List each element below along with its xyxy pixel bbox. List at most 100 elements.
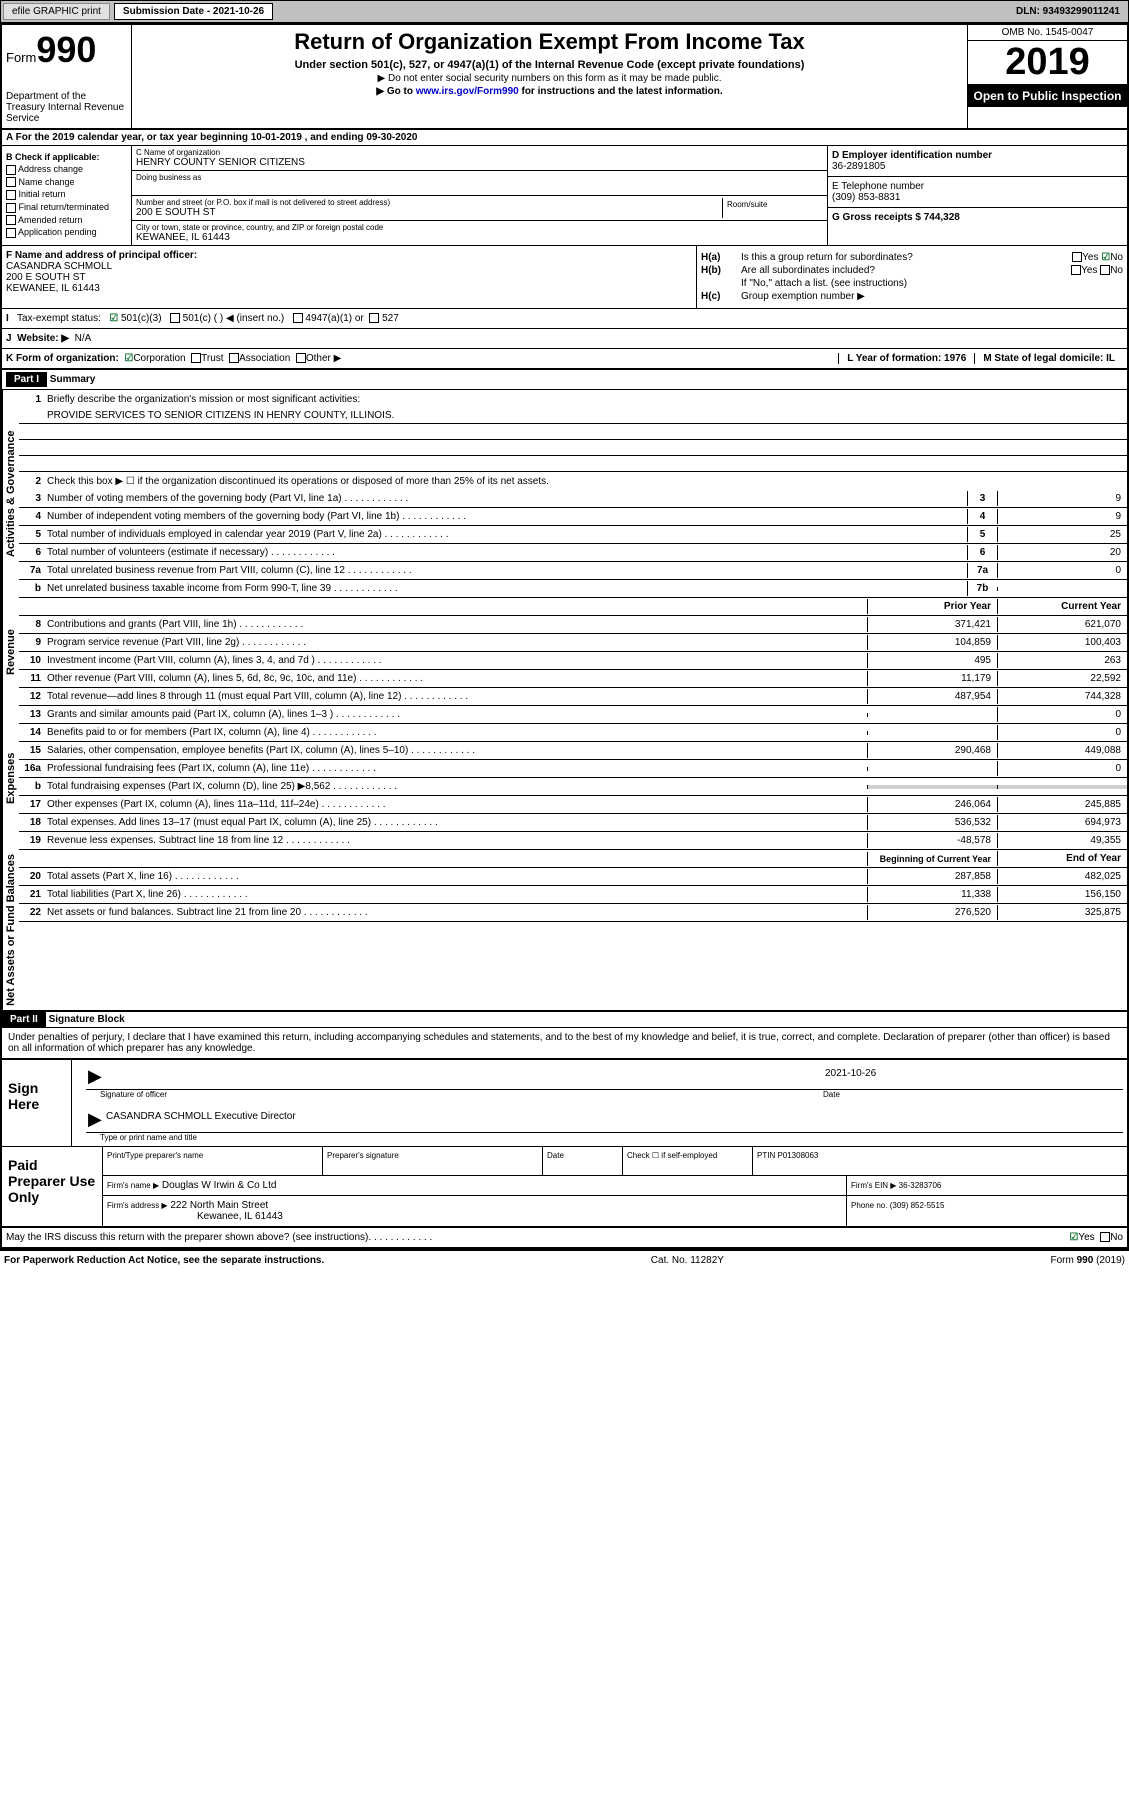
cb-hb-no[interactable] xyxy=(1100,265,1110,275)
line-22: 22Net assets or fund balances. Subtract … xyxy=(19,904,1127,922)
instr-link: ▶ Go to www.irs.gov/Form990 for instruct… xyxy=(136,86,963,97)
line-14: 14Benefits paid to or for members (Part … xyxy=(19,724,1127,742)
firm-ein: Firm's EIN ▶ 36-3283706 xyxy=(851,1181,941,1190)
cb-final-return[interactable] xyxy=(6,203,16,213)
omb-number: OMB No. 1545-0047 xyxy=(968,25,1127,41)
cb-trust[interactable] xyxy=(191,353,201,363)
org-name: HENRY COUNTY SENIOR CITIZENS xyxy=(136,157,823,168)
cb-4947[interactable] xyxy=(293,313,303,323)
line-9: 9Program service revenue (Part VIII, lin… xyxy=(19,634,1127,652)
officer-signature-name: CASANDRA SCHMOLL Executive Director xyxy=(102,1109,300,1130)
line-5: 5Total number of individuals employed in… xyxy=(19,526,1127,544)
efile-print-button[interactable]: efile GRAPHIC print xyxy=(3,3,110,20)
dln: DLN: 93493299011241 xyxy=(1016,6,1126,17)
irs-link[interactable]: www.irs.gov/Form990 xyxy=(416,86,519,97)
instr-ssn: ▶ Do not enter social security numbers o… xyxy=(136,73,963,84)
line-10: 10Investment income (Part VIII, column (… xyxy=(19,652,1127,670)
part2-title: Signature Block xyxy=(49,1014,125,1025)
cb-assoc[interactable] xyxy=(229,353,239,363)
firm-phone: Phone no. (309) 852-5515 xyxy=(851,1201,944,1210)
side-revenue: Revenue xyxy=(2,598,19,706)
efile-header: efile GRAPHIC print Submission Date - 20… xyxy=(0,0,1129,23)
perjury-statement: Under penalties of perjury, I declare th… xyxy=(2,1028,1127,1058)
firm-name: Douglas W Irwin & Co Ltd xyxy=(162,1180,277,1191)
col-f-officer: F Name and address of principal officer:… xyxy=(2,246,697,308)
org-name-label: C Name of organization xyxy=(136,148,823,157)
cb-hb-yes[interactable] xyxy=(1071,265,1081,275)
dept-label: Department of the Treasury Internal Reve… xyxy=(6,91,127,124)
part1-ag-content: 1Briefly describe the organization's mis… xyxy=(19,390,1127,598)
line-19: 19Revenue less expenses. Subtract line 1… xyxy=(19,832,1127,850)
part1-rev-content: Prior YearCurrent Year 8Contributions an… xyxy=(19,598,1127,706)
part1-header: Part I xyxy=(6,372,47,387)
line-7a: 7aTotal unrelated business revenue from … xyxy=(19,562,1127,580)
part1-na-content: Beginning of Current YearEnd of Year 20T… xyxy=(19,850,1127,1010)
line-20: 20Total assets (Part X, line 16)287,8584… xyxy=(19,868,1127,886)
form-title: Return of Organization Exempt From Incom… xyxy=(136,29,963,55)
dba-label: Doing business as xyxy=(136,173,823,182)
cb-527[interactable] xyxy=(369,313,379,323)
line-17: 17Other expenses (Part IX, column (A), l… xyxy=(19,796,1127,814)
line-b: bNet unrelated business taxable income f… xyxy=(19,580,1127,598)
discuss-question: May the IRS discuss this return with the… xyxy=(6,1232,368,1243)
line-4: 4Number of independent voting members of… xyxy=(19,508,1127,526)
col-deg: D Employer identification number 36-2891… xyxy=(827,146,1127,245)
row-j-website: J Website: ▶ N/A xyxy=(2,329,1127,349)
city-label: City or town, state or province, country… xyxy=(136,223,823,232)
officer-label: F Name and address of principal officer: xyxy=(6,250,692,261)
form-990: Form990 Department of the Treasury Inter… xyxy=(0,23,1129,1251)
mission-description: PROVIDE SERVICES TO SENIOR CITIZENS IN H… xyxy=(19,408,1127,424)
row-i-tax-status: I Tax-exempt status: ☑ 501(c)(3) 501(c) … xyxy=(2,309,1127,329)
cb-other[interactable] xyxy=(296,353,306,363)
cb-501c[interactable] xyxy=(170,313,180,323)
sign-block: ▶ 2021-10-26 Signature of officerDate ▶C… xyxy=(72,1060,1127,1146)
side-expenses: Expenses xyxy=(2,706,19,850)
officer-addr1: 200 E SOUTH ST xyxy=(6,272,692,283)
part1-title: Summary xyxy=(50,374,96,385)
paid-preparer-label: Paid Preparer Use Only xyxy=(2,1147,102,1226)
cb-application-pending[interactable] xyxy=(6,228,16,238)
submission-date: Submission Date - 2021-10-26 xyxy=(114,3,273,20)
cb-name-change[interactable] xyxy=(6,177,16,187)
officer-addr2: KEWANEE, IL 61443 xyxy=(6,283,692,294)
part1-exp-content: 13Grants and similar amounts paid (Part … xyxy=(19,706,1127,850)
form-number: 990 xyxy=(36,29,96,70)
cb-discuss-no[interactable] xyxy=(1100,1232,1110,1242)
row-a-tax-year: A For the 2019 calendar year, or tax yea… xyxy=(2,130,1127,146)
row-k-org-form: K Form of organization: ☑ Corporation Tr… xyxy=(2,349,1127,370)
side-net-assets: Net Assets or Fund Balances xyxy=(2,850,19,1010)
ein-label: D Employer identification number xyxy=(832,150,1123,161)
open-inspection: Open to Public Inspection xyxy=(968,85,1127,107)
cb-amended[interactable] xyxy=(6,215,16,225)
col-b-label: B Check if applicable: xyxy=(6,152,127,162)
line-12: 12Total revenue—add lines 8 through 11 (… xyxy=(19,688,1127,706)
ein-value: 36-2891805 xyxy=(832,161,1123,172)
line-13: 13Grants and similar amounts paid (Part … xyxy=(19,706,1127,724)
line-16a: 16aProfessional fundraising fees (Part I… xyxy=(19,760,1127,778)
col-c-org-info: C Name of organization HENRY COUNTY SENI… xyxy=(132,146,827,245)
line-3: 3Number of voting members of the governi… xyxy=(19,490,1127,508)
line-8: 8Contributions and grants (Part VIII, li… xyxy=(19,616,1127,634)
part2-header: Part II xyxy=(2,1012,46,1027)
sign-here-label: Sign Here xyxy=(2,1060,72,1146)
cat-number: Cat. No. 11282Y xyxy=(651,1255,724,1266)
phone-label: E Telephone number xyxy=(832,181,1123,192)
preparer-block: Print/Type preparer's name Preparer's si… xyxy=(102,1147,1127,1226)
form-id-box: Form990 Department of the Treasury Inter… xyxy=(2,25,132,128)
gross-receipts: G Gross receipts $ 744,328 xyxy=(828,208,1127,227)
line-11: 11Other revenue (Part VIII, column (A), … xyxy=(19,670,1127,688)
line-6: 6Total number of volunteers (estimate if… xyxy=(19,544,1127,562)
line-b: bTotal fundraising expenses (Part IX, co… xyxy=(19,778,1127,796)
cb-ha-yes[interactable] xyxy=(1072,252,1082,262)
city-state-zip: KEWANEE, IL 61443 xyxy=(136,232,823,243)
state-domicile: M State of legal domicile: IL xyxy=(974,353,1123,364)
form-word: Form xyxy=(6,50,36,65)
cb-initial-return[interactable] xyxy=(6,190,16,200)
cb-address-change[interactable] xyxy=(6,165,16,175)
officer-name: CASANDRA SCHMOLL xyxy=(6,261,692,272)
line-18: 18Total expenses. Add lines 13–17 (must … xyxy=(19,814,1127,832)
line-15: 15Salaries, other compensation, employee… xyxy=(19,742,1127,760)
col-h-group: H(a)Is this a group return for subordina… xyxy=(697,246,1127,308)
side-activities-governance: Activities & Governance xyxy=(2,390,19,598)
phone-value: (309) 853-8831 xyxy=(832,192,1123,203)
